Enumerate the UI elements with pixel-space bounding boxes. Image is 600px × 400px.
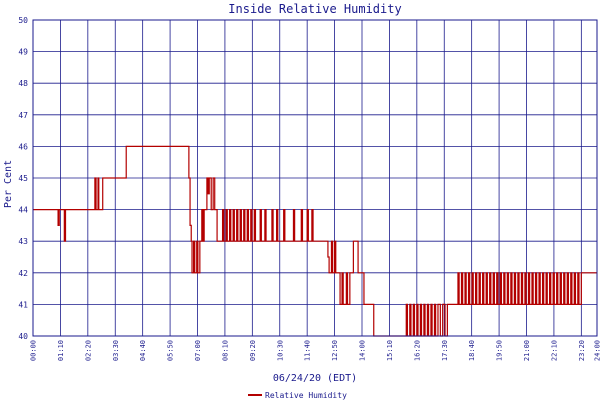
x-tick-label: 00:00 [30,340,38,361]
y-tick-label: 49 [18,48,28,57]
x-tick-label: 22:10 [550,340,558,361]
x-tick-label: 14:00 [359,340,367,361]
x-tick-label: 15:10 [386,340,394,361]
y-tick-label: 46 [18,142,28,151]
x-tick-label: 18:40 [468,340,476,361]
x-tick-label: 11:40 [304,340,312,361]
y-tick-label: 44 [18,206,28,215]
y-tick-label: 45 [18,174,28,183]
x-tick-label: 03:30 [112,340,120,361]
x-tick-label: 04:40 [139,340,147,361]
x-tick-label: 08:10 [221,340,229,361]
y-tick-label: 41 [18,300,28,309]
y-tick-label: 42 [18,269,28,278]
legend: Relative Humidity [248,391,347,400]
y-tick-label: 48 [18,79,28,88]
chart-title: Inside Relative Humidity [228,2,401,16]
x-axis-title: 06/24/20 (EDT) [273,373,357,384]
x-tick-label: 07:00 [194,340,202,361]
x-tick-label: 16:20 [413,340,421,361]
x-tick-label: 02:20 [84,340,92,361]
x-tick-labels: 00:00 01:10 02:20 03:30 04:40 05:50 07:00 08:10… [30,340,600,361]
x-tick-label: 24:00 [594,340,600,361]
x-tick-label: 17:30 [441,340,449,361]
x-tick-label: 19:50 [496,340,504,361]
legend-label: Relative Humidity [265,391,347,400]
y-tick-label: 47 [18,111,28,120]
y-tick-labels: 40 41 42 43 44 45 46 47 48 49 50 [18,16,28,341]
y-axis-title: Per Cent [3,160,14,208]
y-tick-label: 50 [18,16,28,25]
y-tick-label: 43 [18,237,28,246]
x-tick-label: 21:00 [523,340,531,361]
x-tick-label: 12:50 [331,340,339,361]
x-tick-label: 23:20 [578,340,586,361]
x-tick-label: 10:30 [276,340,284,361]
series-line-relative-humidity [33,145,597,337]
x-tick-label: 05:50 [167,340,175,361]
x-tick-label: 09:20 [249,340,257,361]
plot-frame [32,19,598,337]
x-tick-label: 01:10 [57,340,65,361]
y-tick-label: 40 [18,332,28,341]
